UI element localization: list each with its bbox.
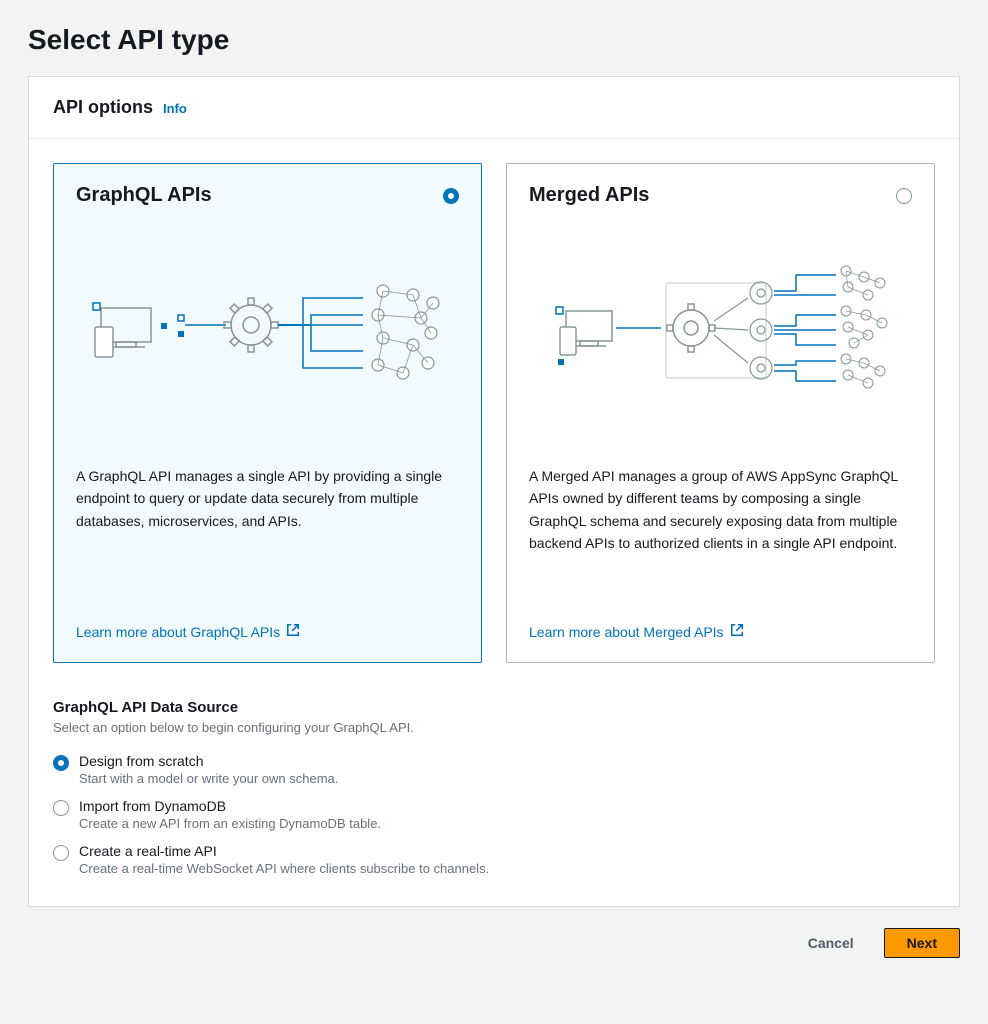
card-header: Merged APIs: [529, 184, 912, 207]
data-source-subtitle: Select an option below to begin configur…: [53, 720, 935, 735]
panel-header: API options Info: [29, 77, 959, 139]
data-source-section: GraphQL API Data Source Select an option…: [53, 699, 935, 882]
external-link-icon: [286, 623, 300, 640]
option-label: Import from DynamoDB: [79, 798, 381, 814]
option-label: Create a real-time API: [79, 843, 489, 859]
option-import-dynamodb[interactable]: Import from DynamoDB Create a new API fr…: [53, 792, 935, 837]
radio-icon: [896, 188, 912, 204]
card-graphql-apis[interactable]: GraphQL APIs: [53, 163, 482, 663]
footer-actions: Cancel Next: [28, 927, 960, 959]
card-merged-apis[interactable]: Merged APIs: [506, 163, 935, 663]
info-link[interactable]: Info: [163, 101, 187, 116]
radio-icon: [53, 755, 69, 771]
cancel-button[interactable]: Cancel: [792, 927, 870, 959]
panel-body: GraphQL APIs: [29, 139, 959, 906]
option-label: Design from scratch: [79, 753, 338, 769]
learn-more-label: Learn more about Merged APIs: [529, 624, 724, 640]
merged-illustration: [529, 223, 912, 453]
panel-header-title: API options: [53, 97, 153, 118]
card-title: GraphQL APIs: [76, 184, 212, 207]
option-hint: Create a new API from an existing Dynamo…: [79, 816, 381, 831]
radio-icon: [443, 188, 459, 204]
card-description: A GraphQL API manages a single API by pr…: [76, 465, 459, 532]
graphql-illustration: [76, 223, 459, 453]
next-button[interactable]: Next: [884, 928, 960, 958]
external-link-icon: [730, 623, 744, 640]
learn-more-graphql-link[interactable]: Learn more about GraphQL APIs: [76, 623, 459, 640]
radio-icon: [53, 800, 69, 816]
page-title: Select API type: [28, 24, 960, 56]
learn-more-label: Learn more about GraphQL APIs: [76, 624, 280, 640]
api-options-panel: API options Info GraphQL APIs: [28, 76, 960, 907]
option-design-from-scratch[interactable]: Design from scratch Start with a model o…: [53, 747, 935, 792]
option-hint: Create a real-time WebSocket API where c…: [79, 861, 489, 876]
api-type-cards: GraphQL APIs: [53, 163, 935, 663]
card-header: GraphQL APIs: [76, 184, 459, 207]
card-description: A Merged API manages a group of AWS AppS…: [529, 465, 912, 555]
learn-more-merged-link[interactable]: Learn more about Merged APIs: [529, 623, 912, 640]
data-source-title: GraphQL API Data Source: [53, 699, 935, 716]
radio-icon: [53, 845, 69, 861]
option-realtime-api[interactable]: Create a real-time API Create a real-tim…: [53, 837, 935, 882]
card-title: Merged APIs: [529, 184, 649, 207]
option-hint: Start with a model or write your own sch…: [79, 771, 338, 786]
